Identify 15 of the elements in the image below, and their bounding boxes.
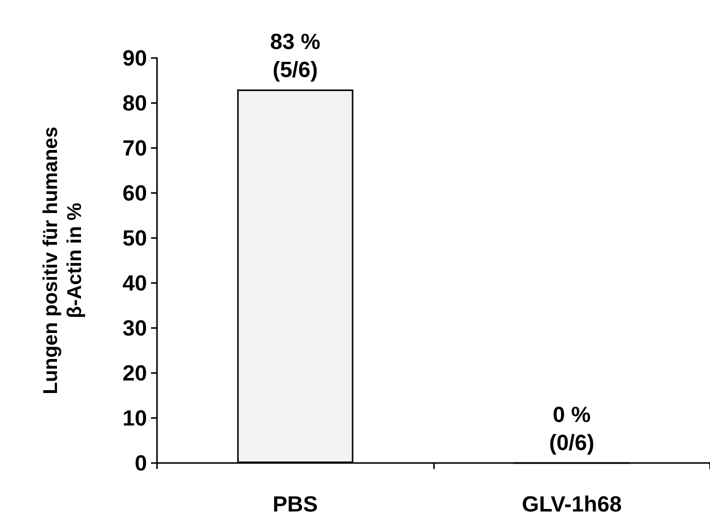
y-tick-label: 90 [122, 46, 147, 70]
data-label: 0 % (0/6) [549, 402, 594, 455]
y-tick-label: 20 [122, 360, 147, 386]
y-tick-label: 0 [134, 450, 147, 476]
y-tick-label: 30 [122, 316, 147, 340]
x-tick-label: GLV-1h68 [522, 492, 622, 516]
y-tick-label: 50 [122, 226, 147, 250]
y-tick-label: 80 [122, 90, 147, 116]
x-tick-label: PBS [272, 492, 318, 516]
y-tick-label: 70 [122, 136, 147, 160]
data-label: 83 % (5/6) [270, 29, 320, 82]
y-tick-label: 60 [122, 180, 147, 206]
y-tick-label: 40 [122, 270, 147, 296]
y-tick-label: 10 [122, 406, 147, 430]
y-axis-title: Lungen positiv für humanes β-Actin in % [40, 126, 86, 394]
